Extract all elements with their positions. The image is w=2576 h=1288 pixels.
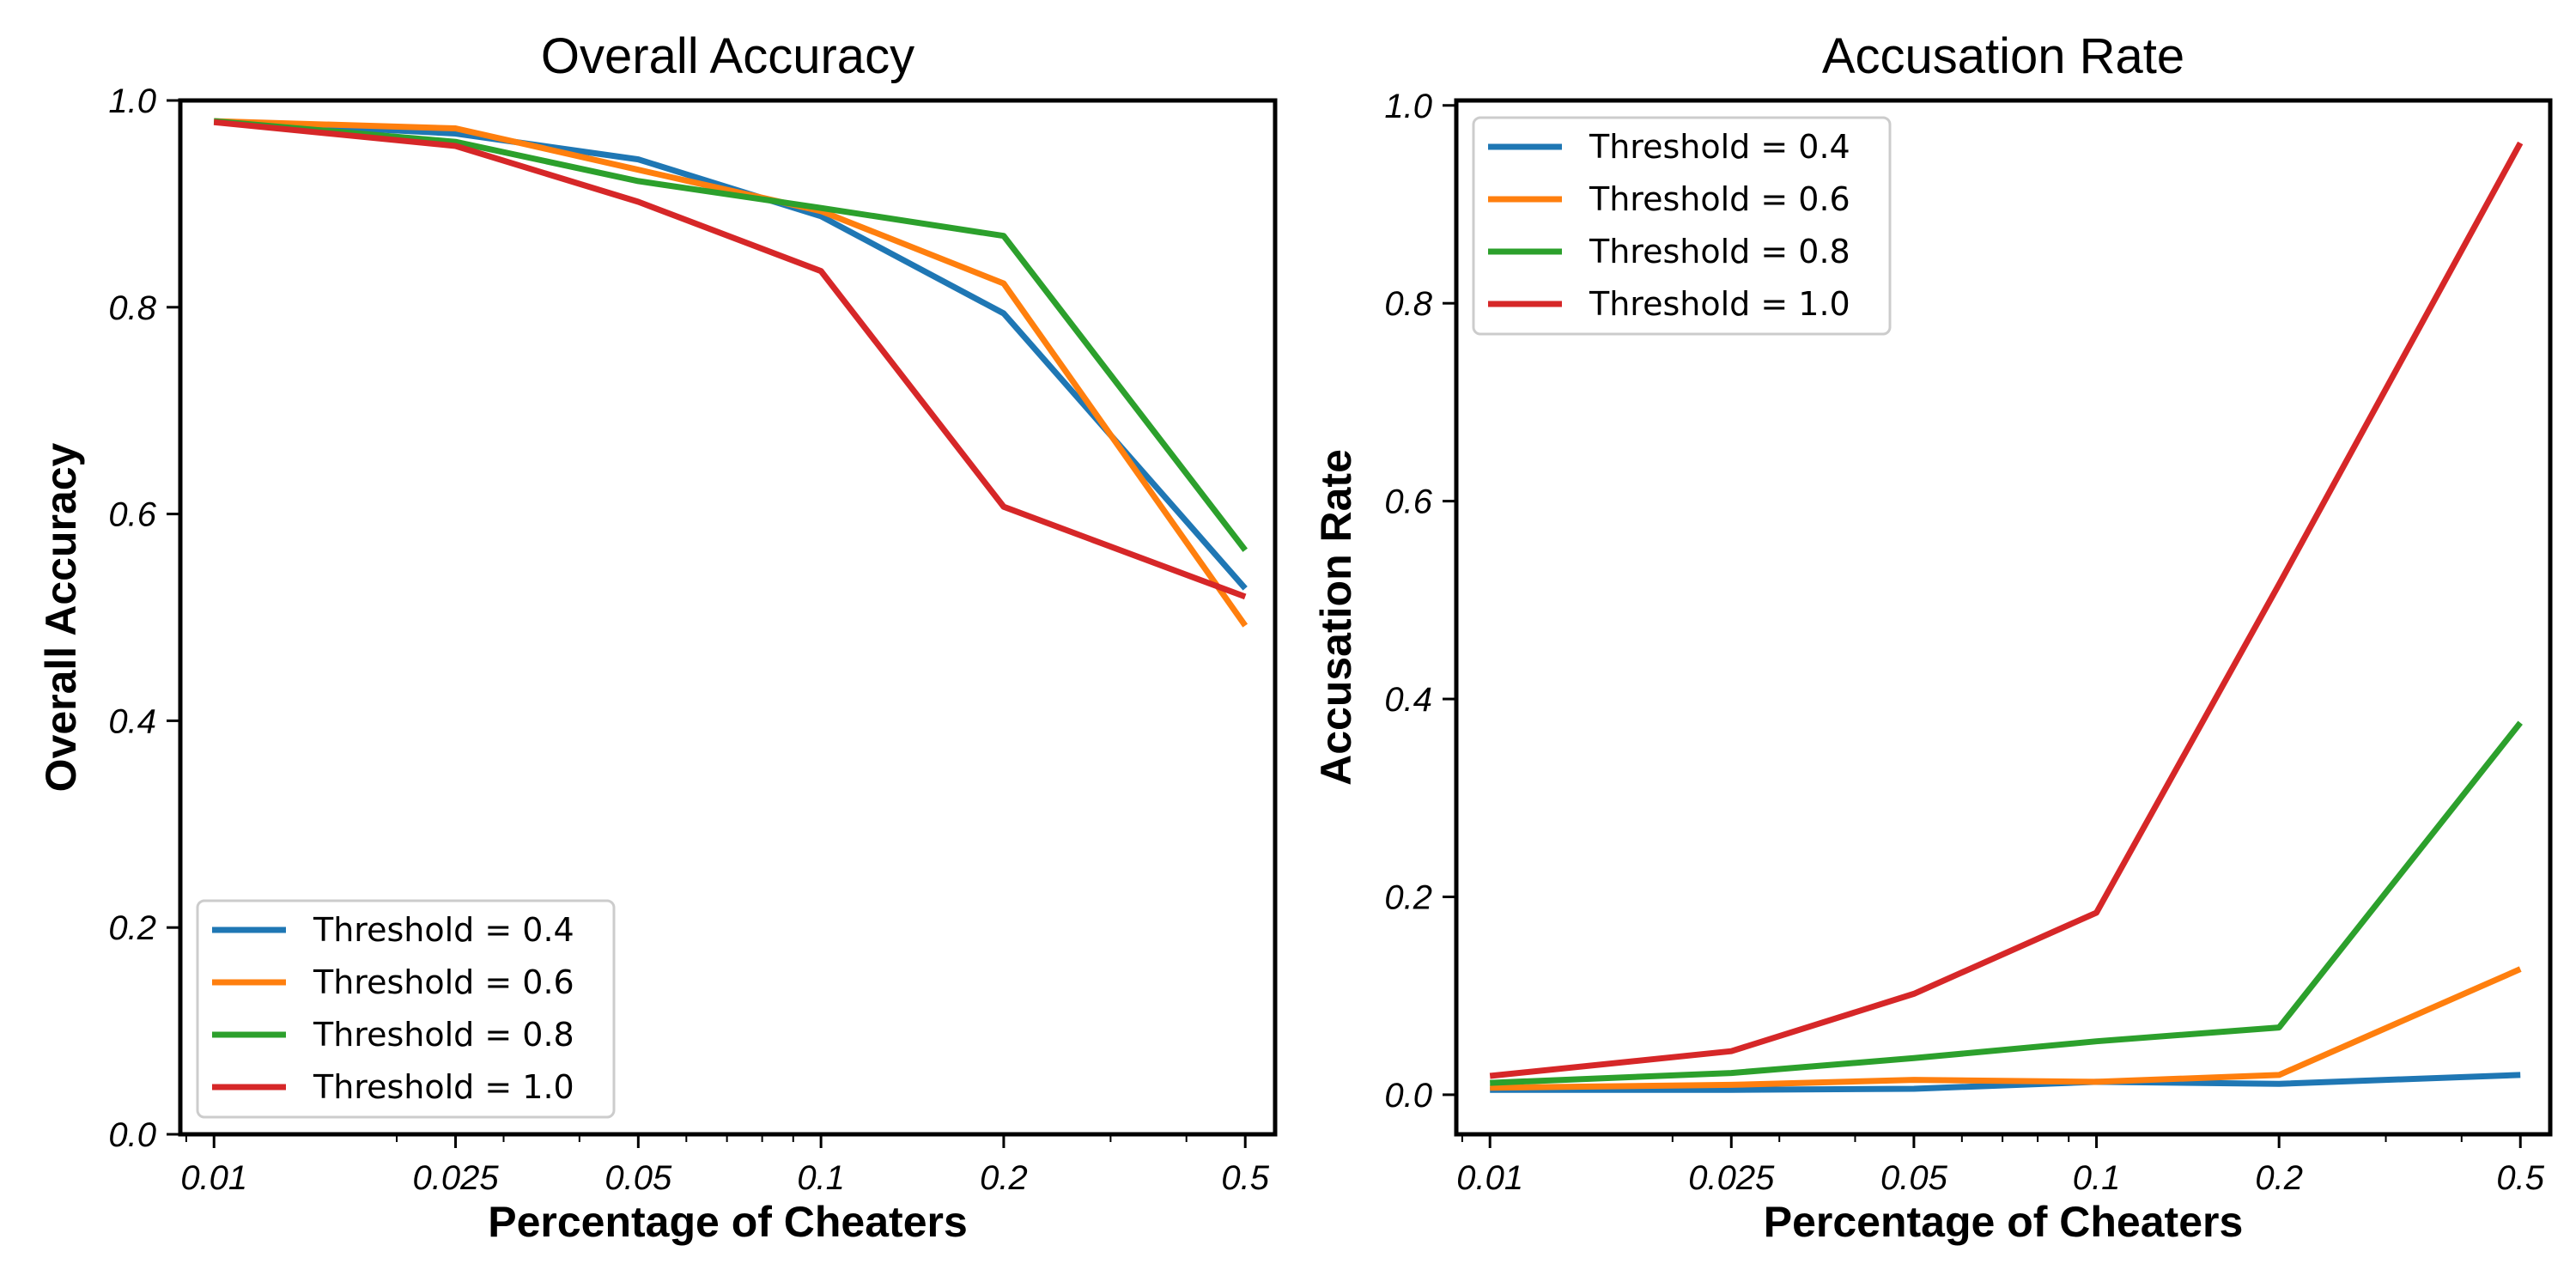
chart-title: Accusation Rate: [1822, 28, 2184, 84]
y-tick-label: 0.4: [108, 702, 156, 740]
y-tick-label: 0.6: [108, 496, 156, 534]
legend-label: Threshold = 0.8: [313, 1016, 574, 1054]
legend: Threshold = 0.4 Threshold = 0.6 Threshold …: [1472, 116, 1892, 336]
y-tick-label: 1.0: [108, 82, 156, 120]
legend-box: [196, 899, 616, 1119]
legend-box: [1472, 116, 1892, 336]
y-tick-label: 0.2: [108, 909, 156, 947]
x-tick-label: 0.025: [412, 1159, 499, 1197]
x-tick-label: 0.1: [2073, 1159, 2121, 1197]
series-line-threshold-0-6: [1490, 966, 2522, 1091]
x-tick-label: 0.2: [2255, 1159, 2303, 1197]
series-line-threshold-0-8: [213, 118, 1248, 552]
series-line-threshold-0-4: [1490, 1072, 2521, 1093]
accusation-rate-chart: Accusation Rate 0.01 0.025 0.05 0.1 0.2 0.5 0.0…: [1312, 28, 2553, 1246]
legend-label: Threshold = 1.0: [313, 1068, 574, 1106]
legend-label: Threshold = 0.8: [1589, 233, 1850, 270]
series-line-threshold-1-0: [1489, 141, 2524, 1079]
x-tick-label: 0.5: [2496, 1159, 2544, 1197]
y-tick-label: 0.8: [108, 289, 156, 327]
x-tick-label: 0.05: [1880, 1159, 1948, 1197]
series-line-threshold-0-8: [1490, 720, 2523, 1086]
overall-accuracy-chart: Overall Accuracy 0.01 0.025 0.05 0.1 0.2 0.5 0.…: [37, 28, 1278, 1246]
legend-label: Threshold = 0.6: [313, 963, 574, 1001]
legend: Threshold = 0.4 Threshold = 0.6 Threshold …: [196, 899, 616, 1119]
y-tick-label: 0.6: [1384, 483, 1432, 521]
legend-label: Threshold = 0.4: [1589, 128, 1850, 166]
x-axis-label: Percentage of Cheaters: [1764, 1198, 2244, 1246]
x-tick-label: 0.01: [180, 1159, 247, 1197]
y-tick-label: 0.8: [1384, 285, 1432, 323]
y-axis-label: Accusation Rate: [1312, 449, 1360, 786]
y-axis-label: Overall Accuracy: [37, 442, 85, 792]
y-tick-label: 0.2: [1384, 878, 1432, 916]
y-tick-label: 0.0: [108, 1116, 156, 1154]
x-tick-label: 0.1: [797, 1159, 845, 1197]
y-tick-label: 1.0: [1384, 88, 1432, 125]
y-tick-label: 0.4: [1384, 681, 1432, 719]
series-line-threshold-1-0: [213, 118, 1247, 600]
x-tick-label: 0.025: [1688, 1159, 1775, 1197]
x-tick-label: 0.01: [1456, 1159, 1523, 1197]
legend-label: Threshold = 0.6: [1589, 180, 1850, 218]
x-axis-label: Percentage of Cheaters: [488, 1198, 968, 1246]
x-tick-label: 0.2: [980, 1159, 1028, 1197]
y-tick-label: 0.0: [1384, 1077, 1432, 1115]
legend-label: Threshold = 1.0: [1589, 285, 1850, 323]
chart-title: Overall Accuracy: [541, 28, 914, 84]
series-line-threshold-0-6: [214, 118, 1249, 628]
legend-label: Threshold = 0.4: [313, 911, 574, 949]
x-tick-label: 0.5: [1221, 1159, 1269, 1197]
x-tick-label: 0.05: [605, 1159, 672, 1197]
